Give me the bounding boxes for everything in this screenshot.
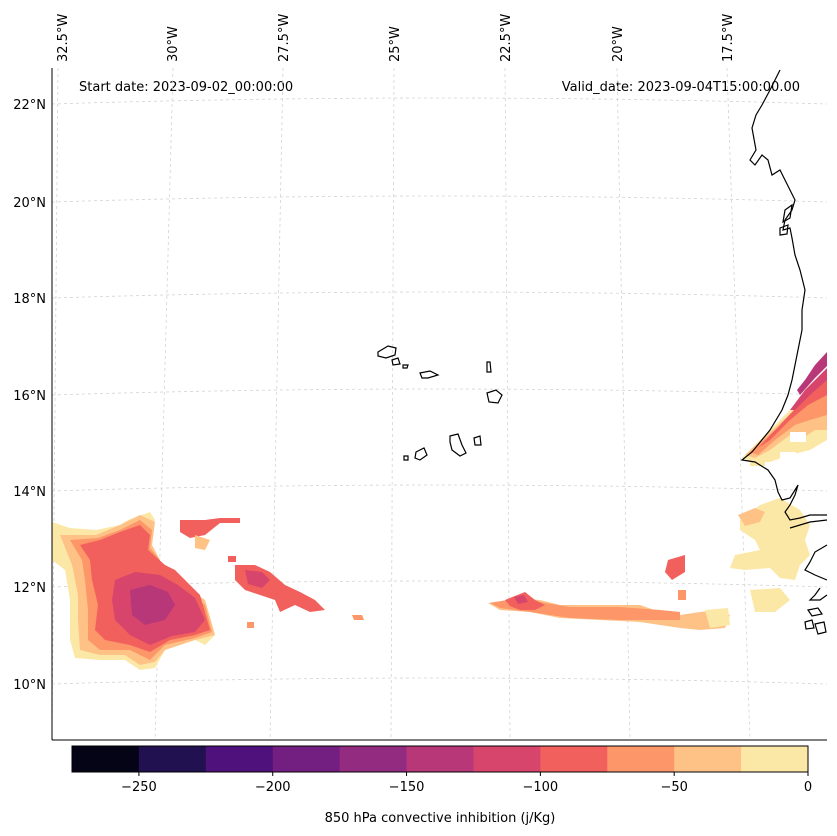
parallel-18n [51,291,828,299]
cin-east-coast-peach [738,508,765,526]
lat-label-18n: 18°N [13,292,46,307]
colorbar-tick-label: −100 [523,780,559,795]
cin-senegal-band-magenta [790,368,827,410]
colorbar-label: 850 hPa convective inhibition (j/Kg) [325,811,556,826]
meridian-27.5w [269,67,284,741]
gambia-river [789,519,828,529]
banc-arguin-2 [779,224,789,236]
colorbar-tick-label: −50 [660,780,687,795]
cin-region-west [52,512,364,670]
cin-senegal-band-rose [797,352,827,395]
longitude-labels: 32.5°W 30°W 27.5°W 25°W 22.5°W 20°W 17.5… [56,14,736,62]
colorbar-tick-label: −250 [121,780,157,795]
colorbar-swatch [72,746,140,772]
parallel-10n [51,677,828,685]
sao-vicente [391,357,401,366]
colorbar-swatch [339,746,408,772]
cin-west-blob-4 [228,556,236,562]
colorbar-swatch [674,746,742,772]
maio [473,435,482,446]
cin-east-coast-yellow-2 [750,588,790,612]
cin-east-coast-yellow [730,498,810,580]
cin-west-rose [130,585,175,625]
colorbar-swatch [741,746,809,772]
guinea-bissau-coast [808,587,828,601]
colorbar-swatches [72,746,809,772]
lon-label-27.5w: 27.5°W [277,14,292,62]
cin-senegal-band-orange [750,375,827,455]
colorbar-ticks: −250 −200 −150 −100 −50 0 [121,772,812,795]
colorbar-frame [71,745,809,773]
santo-antao [377,345,397,359]
colorbar-swatch [272,746,341,772]
sao-nicolau [419,370,440,379]
bijagos-1 [807,607,823,617]
meridian-20w [616,67,631,741]
santa-luzia [402,364,409,369]
map-frame [51,68,827,741]
lat-label-12n: 12°N [13,581,46,596]
colorbar-tick-label: −200 [255,780,291,795]
bijagos-2 [804,619,815,630]
cin-senegal-band-peach [745,378,827,458]
colorbar-swatch [205,746,274,772]
cin-region-east [488,352,827,630]
sal [486,361,492,373]
meridian-25w [390,67,395,741]
lat-label-14n: 14°N [13,485,46,500]
cin-senegal-gap-2 [780,452,796,460]
cin-west-blob-6 [352,615,364,620]
parallel-22n [51,97,828,105]
lon-label-25w: 25°W [388,26,403,62]
lat-label-16n: 16°N [13,389,46,404]
africa-coastline [740,69,827,521]
cin-east-red-spot [514,595,528,604]
colorbar-swatch [138,746,207,772]
cin-east-spot-2 [678,590,686,600]
colorbar-tick-label: 0 [804,780,812,795]
lon-label-22.5w: 22.5°W [499,14,514,62]
brava [403,455,409,461]
parallel-20n [51,195,828,203]
fogo [414,447,428,461]
meridian-17.5w [726,67,751,741]
lon-label-17.5w: 17.5°W [721,14,736,62]
cin-west-blob-1 [180,518,240,538]
cin-east-spot-1 [665,555,685,580]
bijagos-3 [814,621,827,635]
valid-date-label: Valid_date: 2023-09-04T15:00:00.00 [562,80,800,95]
lon-label-32.5w: 32.5°W [56,14,71,62]
meridian-22.5w [504,67,511,741]
lon-label-20w: 20°W [611,26,626,62]
start-date-label: Start date: 2023-09-02_00:00:00 [79,80,293,95]
lat-label-22n: 22°N [13,98,46,113]
cin-west-blob-2 [195,535,210,550]
colorbar-swatch [406,746,474,772]
parallel-16n [51,388,828,396]
lon-label-30w: 30°W [166,26,181,62]
colorbar-swatch [607,746,675,772]
cin-east-spot-3 [705,608,730,628]
cin-west-blob-3-inner [245,570,270,588]
coastlines [377,69,828,635]
lat-label-20n: 20°N [13,196,46,211]
boa-vista [486,389,503,404]
colorbar-tick-label: −150 [389,780,425,795]
africa-coastline-south [804,544,828,581]
santiago [449,433,467,457]
cin-senegal-gap-1 [790,432,806,442]
banc-arguin-1 [782,203,793,224]
lat-label-10n: 10°N [13,678,46,693]
colorbar-swatch [540,746,608,772]
colorbar-swatch [473,746,541,772]
meridian-32.5w [51,67,59,741]
parallel-14n [51,484,828,492]
latitude-labels: 22°N 20°N 18°N 16°N 14°N 12°N 10°N [13,98,46,693]
colorbar: −250 −200 −150 −100 −50 0 850 hPa convective … [71,745,812,826]
cin-west-blob-5 [247,622,254,628]
